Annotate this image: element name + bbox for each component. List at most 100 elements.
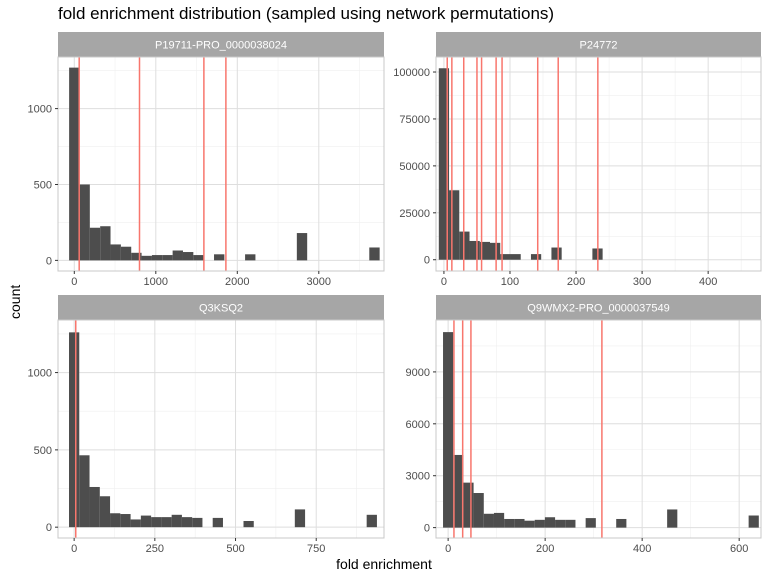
y-tick-label: 0 bbox=[424, 255, 430, 267]
histogram-bar bbox=[524, 520, 535, 528]
x-tick-label: 300 bbox=[633, 276, 651, 288]
histogram-bar bbox=[449, 190, 460, 260]
histogram-bar bbox=[151, 517, 162, 528]
x-tick-label: 200 bbox=[567, 276, 585, 288]
x-tick-label: 500 bbox=[226, 543, 244, 555]
histogram-bar bbox=[510, 254, 521, 260]
histogram-bar bbox=[171, 514, 182, 528]
panel-border bbox=[435, 56, 762, 272]
histogram-bar bbox=[369, 247, 380, 261]
y-tick-label: 75000 bbox=[399, 114, 430, 126]
facet-panel: P19711-PRO_0000038024 0 1000 2000 3000 0 500 10… bbox=[28, 32, 385, 288]
histogram-bar bbox=[366, 514, 377, 528]
y-tick-label: 0 bbox=[424, 523, 430, 535]
histogram-bar bbox=[162, 255, 173, 261]
x-tick-label: 2000 bbox=[225, 276, 249, 288]
panel-border bbox=[57, 319, 385, 539]
histogram-bar bbox=[473, 493, 484, 528]
histogram-bar bbox=[130, 519, 141, 528]
histogram-bar bbox=[490, 242, 501, 260]
y-tick-label: 100000 bbox=[393, 67, 430, 79]
histogram-bar bbox=[504, 518, 515, 528]
histogram-bar bbox=[89, 486, 100, 528]
histogram-bar bbox=[463, 482, 474, 528]
x-tick-label: 0 bbox=[441, 276, 447, 288]
y-tick-label: 500 bbox=[34, 179, 52, 191]
y-tick-label: 1000 bbox=[28, 104, 52, 116]
x-tick-label: 0 bbox=[71, 276, 77, 288]
histogram-bar bbox=[483, 513, 494, 528]
histogram-bar bbox=[69, 67, 80, 261]
facet-strip bbox=[436, 32, 761, 57]
histogram-bar bbox=[140, 515, 152, 528]
histogram-bar bbox=[245, 254, 256, 261]
histogram-bar bbox=[212, 517, 223, 528]
histogram-bar bbox=[131, 252, 142, 261]
x-tick-label: 3000 bbox=[307, 276, 331, 288]
y-tick-label: 50000 bbox=[399, 161, 430, 173]
histogram-bar bbox=[120, 246, 132, 261]
facet-strip bbox=[58, 295, 384, 320]
y-tick-label: 0 bbox=[46, 522, 52, 534]
histogram-bar bbox=[192, 517, 203, 528]
histogram-bar bbox=[172, 250, 183, 261]
histogram-bar bbox=[453, 454, 464, 528]
histogram-bar bbox=[443, 332, 454, 528]
histogram-bar bbox=[193, 255, 204, 261]
histogram-bar bbox=[89, 227, 101, 261]
histogram-bar bbox=[748, 515, 759, 528]
y-tick-label: 0 bbox=[46, 255, 52, 267]
histogram-bar bbox=[100, 226, 111, 261]
facet-strip-label: Q3KSQ2 bbox=[199, 303, 243, 315]
histogram-bar bbox=[141, 255, 152, 261]
x-tick-label: 200 bbox=[536, 543, 554, 555]
y-tick-label: 6000 bbox=[406, 419, 430, 431]
histogram-bar bbox=[120, 514, 131, 528]
histogram-bar bbox=[555, 519, 566, 528]
panel-background bbox=[58, 320, 384, 538]
histogram-bar bbox=[438, 68, 450, 260]
histogram-bar bbox=[99, 496, 111, 528]
histogram-bar bbox=[500, 254, 511, 260]
panel-border bbox=[57, 56, 385, 272]
x-tick-label: 600 bbox=[730, 543, 748, 555]
panel-border bbox=[435, 319, 762, 539]
y-tick-label: 25000 bbox=[399, 208, 430, 220]
histogram-bar bbox=[667, 509, 678, 528]
histogram-bar bbox=[616, 518, 627, 528]
facet-panel: P24772 0 100 200 300 400 0 25000 50000 75000 10000… bbox=[393, 32, 762, 288]
facet-strip bbox=[58, 32, 384, 57]
x-axis-label: fold enrichment bbox=[336, 556, 432, 572]
x-tick-label: 100 bbox=[501, 276, 519, 288]
x-tick-label: 250 bbox=[146, 543, 164, 555]
chart-title: fold enrichment distribution (sampled us… bbox=[58, 4, 555, 23]
x-tick-label: 750 bbox=[307, 543, 325, 555]
histogram-bar bbox=[161, 517, 172, 528]
histogram-bar bbox=[110, 244, 121, 261]
panel-background bbox=[58, 57, 384, 271]
x-tick-label: 0 bbox=[445, 543, 451, 555]
histogram-bar bbox=[79, 184, 90, 261]
facet-strip-label: P24772 bbox=[580, 40, 618, 52]
facet-strip-label: Q9WMX2-PRO_0000037549 bbox=[527, 303, 669, 315]
histogram-bar bbox=[79, 455, 90, 528]
y-tick-label: 500 bbox=[34, 445, 52, 457]
histogram-bar bbox=[534, 519, 545, 528]
x-tick-label: 0 bbox=[71, 543, 77, 555]
histogram-bar bbox=[514, 518, 525, 528]
histogram-bar bbox=[565, 519, 576, 528]
histogram-bar bbox=[214, 254, 225, 261]
histogram-bar bbox=[479, 241, 491, 260]
histogram-bar bbox=[294, 509, 306, 528]
facet-panel: Q3KSQ2 0 250 500 750 0 500 1000 bbox=[28, 295, 385, 555]
y-tick-label: 3000 bbox=[406, 471, 430, 483]
x-tick-label: 400 bbox=[633, 543, 651, 555]
histogram-bar bbox=[182, 252, 194, 261]
histogram-bar bbox=[243, 520, 254, 528]
facet-strip-label: P19711-PRO_0000038024 bbox=[155, 40, 287, 52]
facet-strip bbox=[436, 295, 761, 320]
histogram-bar bbox=[469, 240, 480, 260]
histogram-bar bbox=[544, 517, 556, 528]
